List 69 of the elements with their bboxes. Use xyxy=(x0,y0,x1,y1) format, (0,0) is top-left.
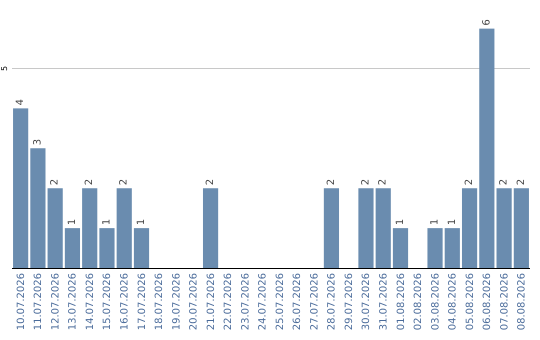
x-tick-label: 29.07.2026 xyxy=(344,273,355,330)
x-tick-label: 06.08.2026 xyxy=(482,273,494,330)
x-tick-label: 19.07.2026 xyxy=(171,273,182,330)
bar xyxy=(444,228,460,268)
x-tick-label: 24.07.2026 xyxy=(258,273,269,330)
data-label: 2 xyxy=(378,178,389,186)
ref-line-label: 5 xyxy=(0,66,9,71)
bar xyxy=(479,28,494,268)
data-label: 1 xyxy=(395,218,406,226)
x-tick-label: 08.08.2026 xyxy=(516,273,528,330)
x-tick-label: 02.08.2026 xyxy=(413,273,424,330)
bar xyxy=(82,188,98,268)
data-label: 2 xyxy=(516,178,527,186)
bar xyxy=(324,188,340,268)
x-tick-label: 13.07.2026 xyxy=(68,273,79,330)
data-label: 2 xyxy=(464,178,476,186)
x-tick-label: 15.07.2026 xyxy=(102,273,114,330)
bar xyxy=(462,188,478,268)
bar xyxy=(116,188,132,268)
x-tick-label: 28.07.2026 xyxy=(326,273,338,330)
x-tick-label: 03.08.2026 xyxy=(430,273,442,330)
data-label: 4 xyxy=(15,99,26,106)
data-label: 2 xyxy=(498,178,510,186)
x-tick-label: 31.07.2026 xyxy=(378,273,390,330)
bar xyxy=(13,108,28,268)
bar xyxy=(427,228,443,268)
data-label: 2 xyxy=(84,178,96,186)
data-label: 3 xyxy=(32,138,44,146)
data-label: 2 xyxy=(326,178,337,186)
bar xyxy=(202,188,218,268)
bar xyxy=(392,228,408,268)
x-tick-label: 14.07.2026 xyxy=(84,273,96,330)
bar xyxy=(48,188,63,268)
bar xyxy=(496,188,512,268)
bar xyxy=(99,228,115,268)
bar xyxy=(376,188,391,268)
bar xyxy=(30,148,46,268)
bar xyxy=(358,188,374,268)
x-tick-label: 30.07.2026 xyxy=(361,273,372,330)
x-tick-label: 11.07.2026 xyxy=(33,273,44,330)
data-label: 1 xyxy=(66,218,78,226)
data-label: 2 xyxy=(205,178,216,186)
bar xyxy=(134,228,150,268)
x-tick-label: 17.07.2026 xyxy=(136,273,148,330)
bar xyxy=(64,228,80,268)
bar xyxy=(514,188,529,268)
x-tick-label: 22.07.2026 xyxy=(223,273,234,330)
x-tick-label: 27.07.2026 xyxy=(309,273,320,330)
data-label: 1 xyxy=(430,218,441,226)
data-label: 2 xyxy=(360,178,372,186)
x-tick-label: 10.07.2026 xyxy=(16,273,27,330)
x-tick-label: 25.07.2026 xyxy=(274,273,286,330)
x-tick-label: 20.07.2026 xyxy=(188,273,200,330)
x-tick-label: 18.07.2026 xyxy=(154,273,166,330)
x-tick-label: 04.08.2026 xyxy=(448,273,459,330)
x-tick-label: 07.08.2026 xyxy=(499,273,510,330)
data-label: 6 xyxy=(481,19,492,26)
data-label: 1 xyxy=(446,218,458,226)
x-tick-label: 01.08.2026 xyxy=(396,273,407,330)
x-tick-label: 05.08.2026 xyxy=(464,273,476,330)
x-tick-label: 12.07.2026 xyxy=(50,273,62,330)
data-label: 1 xyxy=(136,218,147,226)
x-tick-label: 16.07.2026 xyxy=(119,273,130,330)
data-label: 2 xyxy=(118,178,130,186)
x-tick-label: 23.07.2026 xyxy=(240,273,252,330)
x-tick-label: 21.07.2026 xyxy=(206,273,217,330)
x-tick-label: 26.07.2026 xyxy=(292,273,304,330)
data-label: 2 xyxy=(50,178,61,186)
data-label: 1 xyxy=(101,218,112,226)
